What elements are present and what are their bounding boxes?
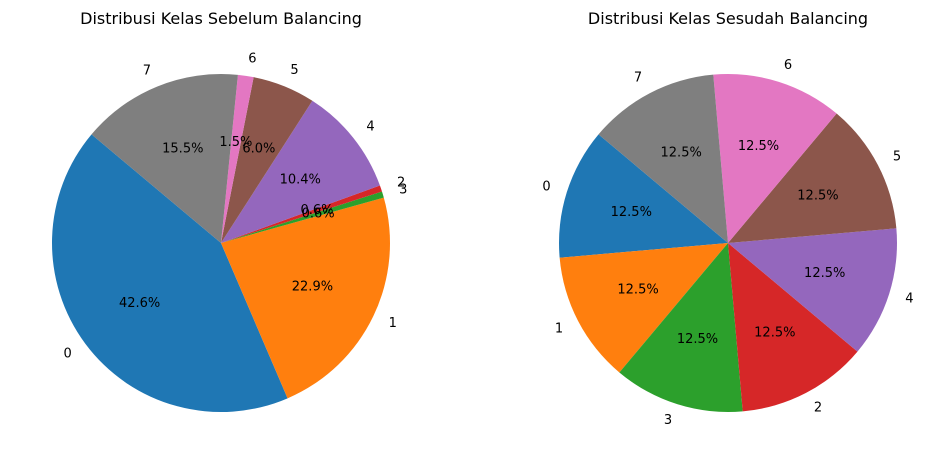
slice-label-6: 6 [784,58,792,73]
pie-slice-3 [619,243,743,413]
pie-slice-6 [713,74,837,243]
slice-label-7: 7 [634,71,642,86]
pie-slice-7 [598,74,728,243]
pie-slice-1 [559,243,728,373]
slice-percent-7: 15.5% [162,142,203,157]
slice-percent-3: 0.6% [302,206,335,221]
slice-label-2: 2 [397,176,405,191]
slice-label-5: 5 [290,63,298,78]
pie-chart-before-balancing: Distribusi Kelas Sebelum Balancing 0 42.6… [51,9,407,413]
slice-label-3: 3 [664,413,672,428]
slice-percent-0: 12.5% [611,205,652,220]
pie-slice-2 [728,243,858,412]
slice-percent-2: 12.5% [754,325,795,340]
slice-label-0: 0 [63,346,71,361]
pie-slice-4 [728,228,897,352]
pie-chart-after-balancing: Distribusi Kelas Sesudah Balancing 0 12.5… [542,9,913,428]
pie-slice-0 [51,134,288,413]
pie-slice-5 [221,77,313,243]
slice-percent-5: 12.5% [797,189,838,204]
slice-label-1: 1 [389,316,397,331]
pie-slice-3 [221,191,384,243]
slice-label-1: 1 [555,321,563,336]
chart-title: Distribusi Kelas Sebelum Balancing [80,9,362,28]
slice-percent-6: 1.5% [219,135,252,150]
slice-label-0: 0 [542,180,550,195]
slice-percent-3: 12.5% [677,332,718,347]
slice-label-4: 4 [905,291,913,306]
pie-slice-2 [221,185,382,243]
slice-percent-6: 12.5% [738,139,779,154]
pie-slice-7 [91,73,238,243]
pie-slice-1 [221,197,390,399]
slice-label-6: 6 [248,52,256,67]
slice-percent-4: 10.4% [280,172,321,187]
slice-label-7: 7 [143,63,151,78]
slice-percent-7: 12.5% [661,146,702,161]
chart-title: Distribusi Kelas Sesudah Balancing [588,9,868,28]
slice-percent-2: 0.6% [300,203,333,218]
slice-label-5: 5 [893,150,901,165]
slice-percent-4: 12.5% [804,266,845,281]
pie-slice-0 [559,134,728,258]
slice-percent-1: 22.9% [292,279,333,294]
slice-label-2: 2 [814,400,822,415]
pie-slice-4 [221,100,380,243]
pie-slice-6 [221,74,254,243]
slice-percent-0: 42.6% [119,296,160,311]
slice-label-4: 4 [366,120,374,135]
pie-slice-5 [728,113,897,244]
slice-percent-5: 6.0% [242,141,275,156]
slice-percent-1: 12.5% [617,282,658,297]
slice-label-3: 3 [399,182,407,197]
